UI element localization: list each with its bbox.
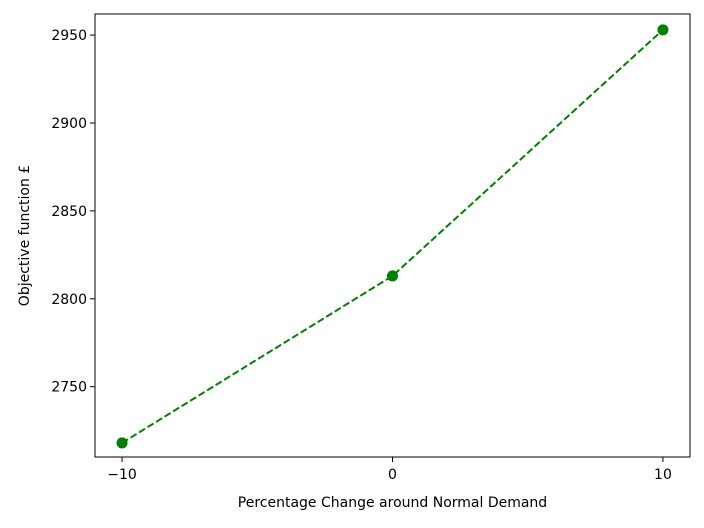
data-point [387, 270, 398, 282]
x-axis-ticks: −10 0 10 [107, 457, 672, 483]
x-axis-label: Percentage Change around Normal Demand [238, 495, 547, 511]
plot-content [116, 24, 669, 449]
plot-frame [94, 13, 691, 458]
y-tick-label: 2900 [51, 116, 87, 132]
x-tick-label: −10 [107, 467, 137, 483]
y-tick-label: 2750 [51, 380, 87, 396]
series-line [121, 29, 664, 444]
y-axis-ticks: 2750 2800 2850 2900 2950 [51, 28, 95, 396]
data-point [116, 437, 128, 449]
data-point [657, 24, 669, 36]
x-tick-label: 0 [388, 467, 397, 483]
y-axis-label: Objective function £ [17, 165, 33, 306]
y-tick-label: 2800 [51, 292, 87, 308]
x-tick-label: 10 [654, 467, 672, 483]
y-tick-label: 2950 [51, 28, 87, 44]
y-tick-label: 2850 [51, 204, 87, 220]
